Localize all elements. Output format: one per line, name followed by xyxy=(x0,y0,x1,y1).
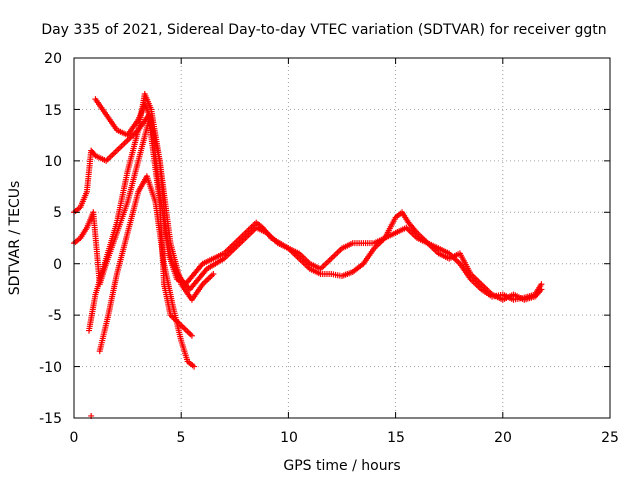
x-tick-label: 15 xyxy=(387,430,405,446)
y-tick-label: -5 xyxy=(48,308,62,324)
x-tick-label: 25 xyxy=(601,430,619,446)
data-point-marker xyxy=(210,271,217,277)
data-point-marker xyxy=(188,332,195,339)
y-axis-label: SDTVAR / TECUs xyxy=(7,181,23,296)
x-tick-label: 5 xyxy=(177,430,186,446)
y-tick-label: -15 xyxy=(39,411,62,427)
y-tick-label: 20 xyxy=(44,51,62,67)
y-tick-label: -10 xyxy=(39,360,62,376)
plot-frame xyxy=(73,57,611,419)
data-point-marker xyxy=(538,281,545,288)
data-point-marker xyxy=(538,286,545,293)
y-tick-label: 0 xyxy=(53,257,62,273)
y-tick-label: 5 xyxy=(53,205,62,221)
y-tick-label: 15 xyxy=(44,103,62,119)
x-tick-label: 10 xyxy=(280,430,298,446)
x-tick-label: 20 xyxy=(494,430,512,446)
y-tick-label: 10 xyxy=(44,154,62,170)
axis-ticks xyxy=(73,57,611,419)
data-points xyxy=(71,91,545,419)
data-point-marker xyxy=(191,363,198,370)
chart-title: Day 335 of 2021, Sidereal Day-to-day VTE… xyxy=(41,22,606,38)
x-axis-label: GPS time / hours xyxy=(283,458,400,474)
x-tick-label: 0 xyxy=(70,430,79,446)
